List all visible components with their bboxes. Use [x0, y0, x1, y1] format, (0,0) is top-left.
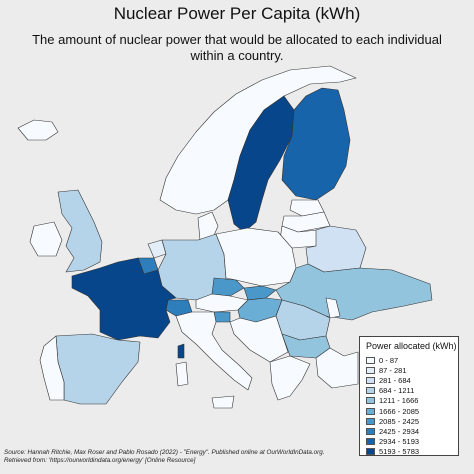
legend-label: 2934 - 5193 [379, 437, 420, 447]
region-corsica [177, 343, 185, 359]
legend-label: 281 - 684 [379, 375, 411, 385]
legend-label: 87 - 281 [379, 365, 407, 375]
legend-item: 281 - 684 [366, 375, 419, 385]
region-italy [175, 311, 253, 391]
legend-item: 2085 - 2425 [366, 416, 419, 426]
region-iceland [17, 119, 59, 141]
legend-swatch [366, 427, 375, 435]
legend-label: 0 - 87 [379, 355, 399, 365]
region-france [71, 257, 177, 341]
legend-swatch [366, 387, 375, 395]
legend-item: 5193 - 5783 [366, 447, 419, 457]
legend-label: 1666 - 2085 [379, 406, 420, 416]
legend-item: 684 - 1211 [366, 386, 419, 396]
region-spain [55, 333, 141, 405]
region-turkey [315, 347, 359, 389]
legend-swatch [366, 417, 375, 425]
legend-item: 87 - 281 [366, 365, 419, 375]
region-slovenia [213, 311, 231, 323]
region-czechia [211, 277, 245, 297]
legend-label: 2425 - 2934 [379, 426, 420, 436]
region-denmark [197, 211, 219, 241]
legend-item: 1666 - 2085 [366, 406, 419, 416]
legend-swatch [366, 448, 375, 456]
legend-items: 0 - 87 87 - 281 281 - 684 684 - 1211 121… [366, 355, 419, 457]
legend-title: Power allocated (kWh) [366, 341, 457, 351]
map-subtitle: The amount of nuclear power that would b… [32, 32, 442, 63]
legend-swatch [366, 397, 375, 405]
legend-swatch [366, 376, 375, 384]
region-finland [281, 87, 351, 201]
region-slovakia [243, 285, 277, 301]
legend-label: 1211 - 1666 [379, 396, 419, 406]
region-ireland [29, 221, 63, 257]
legend-swatch [366, 366, 375, 374]
region-portugal [39, 335, 65, 401]
legend-item: 1211 - 1666 [366, 396, 419, 406]
source-note: Source: Hannah Ritchie, Max Roser and Pa… [4, 449, 325, 464]
legend: Power allocated (kWh) 0 - 87 87 - 281 28… [359, 336, 459, 456]
legend-label: 684 - 1211 [379, 386, 415, 396]
legend-item: 2934 - 5193 [366, 437, 419, 447]
region-sardinia [175, 361, 189, 387]
legend-swatch [366, 356, 375, 364]
region-sicily [211, 395, 235, 409]
region-greece [269, 355, 311, 401]
map-title: Nuclear Power Per Capita (kWh) [113, 4, 361, 23]
legend-label: 5193 - 5783 [379, 447, 420, 457]
region-moldova [325, 297, 341, 319]
legend-item: 0 - 87 [366, 355, 419, 365]
legend-item: 2425 - 2934 [366, 426, 419, 436]
legend-label: 2085 - 2425 [379, 416, 420, 426]
region-uk [57, 189, 103, 273]
region-norway [159, 65, 357, 215]
legend-swatch [366, 407, 375, 415]
legend-swatch [366, 438, 375, 446]
